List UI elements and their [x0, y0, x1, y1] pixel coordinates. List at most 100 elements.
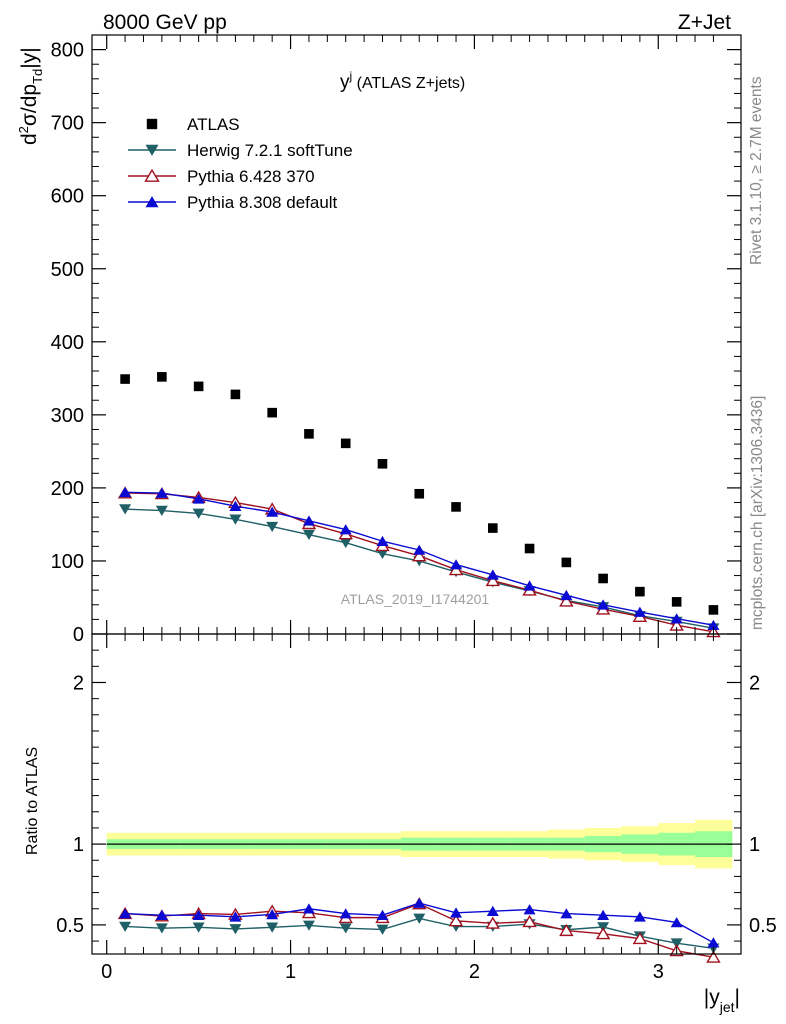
ratio-ytick-label-right: 0.5: [749, 915, 777, 937]
ratio-data-point: [192, 909, 205, 921]
ratio-data-point: [670, 917, 683, 928]
data-point: [413, 544, 426, 555]
ratio-data-point: [339, 923, 352, 934]
main-ytick-label: 500: [51, 259, 84, 281]
ratio-data-point: [376, 924, 389, 935]
data-point: [524, 543, 535, 554]
ratio-data-point: [633, 911, 646, 922]
data-point: [376, 548, 389, 560]
series-atlas: [120, 372, 719, 615]
data-point: [157, 372, 167, 382]
data-point: [451, 502, 461, 512]
ratio-ytick-label: 0.5: [56, 915, 84, 937]
data-point: [376, 535, 389, 547]
data-point: [302, 515, 315, 526]
legend-label: Pythia 6.428 370: [187, 167, 315, 186]
data-point: [707, 619, 720, 631]
main-plot-panel: yj (ATLAS Z+jets) ATLAS_2019_I1744201 d2…: [16, 34, 742, 646]
data-point: [155, 505, 168, 516]
ratio-data-point: [597, 909, 610, 921]
ratio-data-point: [595, 927, 611, 940]
x-axis-title: |yjet|: [704, 986, 740, 1015]
data-point: [671, 597, 682, 607]
header-right: Z+Jet: [678, 11, 731, 34]
data-point: [229, 514, 242, 525]
data-point: [486, 569, 499, 580]
legend-marker: [146, 118, 158, 130]
legend-label: ATLAS: [187, 115, 240, 134]
main-ytick-label: 400: [51, 332, 84, 354]
ratio-data-point: [302, 920, 315, 931]
main-ytick-label: 0: [73, 624, 84, 646]
main-plot-title: yj (ATLAS Z+jets): [340, 69, 465, 93]
data-point: [266, 521, 279, 533]
legend-item: Herwig 7.2.1 softTune: [128, 141, 353, 160]
data-point: [597, 599, 610, 610]
ratio-data-point: [413, 897, 426, 908]
xtick-label: 1: [285, 961, 296, 983]
data-point: [339, 537, 352, 549]
legend-item: ATLAS: [146, 115, 240, 134]
data-point: [412, 549, 427, 562]
data-point: [267, 407, 277, 418]
legend-label: Herwig 7.2.1 softTune: [187, 141, 353, 160]
data-point: [561, 557, 572, 568]
ratio-data-point: [450, 907, 463, 918]
ratio-data-point: [266, 922, 279, 933]
ratio-data-point: [339, 908, 352, 919]
data-point: [155, 487, 168, 498]
data-point: [598, 573, 608, 584]
data-point: [485, 573, 501, 587]
data-point: [377, 458, 388, 469]
data-point: [635, 586, 645, 597]
ratio-data-point: [229, 924, 242, 935]
data-point: [193, 381, 204, 392]
data-point: [230, 389, 241, 400]
ratio-series-pythia-8-308-default: [119, 897, 720, 948]
ratio-data-point: [632, 931, 648, 945]
data-point: [523, 580, 536, 591]
main-ytick-label: 600: [51, 186, 84, 208]
ratio-data-point: [376, 909, 389, 921]
ratio-ytick-label: 2: [73, 672, 84, 694]
data-point: [633, 606, 646, 617]
data-point: [339, 524, 352, 535]
data-point: [302, 529, 315, 541]
ratio-data-point: [448, 914, 464, 927]
mcplots-label: mcplots.cern.ch [arXiv:1306.3436]: [749, 396, 766, 630]
ratio-data-point: [706, 950, 721, 963]
data-point: [340, 438, 351, 449]
legend-item: Pythia 6.428 370: [128, 167, 315, 186]
data-point: [119, 504, 132, 515]
legend: ATLAS Herwig 7.2.1 softTune Pythia 6.428 3…: [128, 115, 353, 212]
xtick-label: 2: [469, 961, 480, 983]
ratio-ytick-label: 1: [73, 834, 84, 856]
ratio-data-point: [485, 916, 501, 929]
data-point: [229, 500, 242, 511]
series-pythia-8-308-default: [119, 486, 720, 631]
ratio-data-point: [155, 923, 168, 934]
ratio-data-point: [229, 911, 242, 922]
ratio-data-point: [559, 923, 574, 937]
main-y-axis-title: d2σ/dpTd|y|: [16, 47, 45, 145]
ratio-plot-frame: [91, 633, 742, 955]
ratio-ytick-label-right: 1: [749, 834, 760, 856]
rivet-label: Rivet 3.1.10, ≥ 2.7M events: [748, 76, 765, 265]
data-point: [559, 594, 574, 607]
ratio-data-point: [560, 908, 573, 919]
header-left: 8000 GeV pp: [103, 11, 227, 34]
data-point: [304, 429, 314, 439]
data-point: [266, 506, 279, 517]
data-point: [560, 589, 573, 601]
ratio-data-point: [413, 913, 426, 924]
ratio-plot-panel: Ratio to ATLAS 0.5 0.5 1 1 2 2 0 1 2 3 |yjet|: [24, 35, 777, 1015]
ratio-data-point: [302, 903, 315, 914]
ratio-data-point: [670, 938, 683, 949]
watermark-label: ATLAS_2019_I1744201: [341, 591, 490, 607]
ratio-data-point: [522, 914, 537, 928]
data-point: [450, 559, 463, 570]
legend-marker: [145, 196, 159, 208]
data-point: [120, 374, 130, 384]
ratio-data-point: [155, 909, 168, 921]
